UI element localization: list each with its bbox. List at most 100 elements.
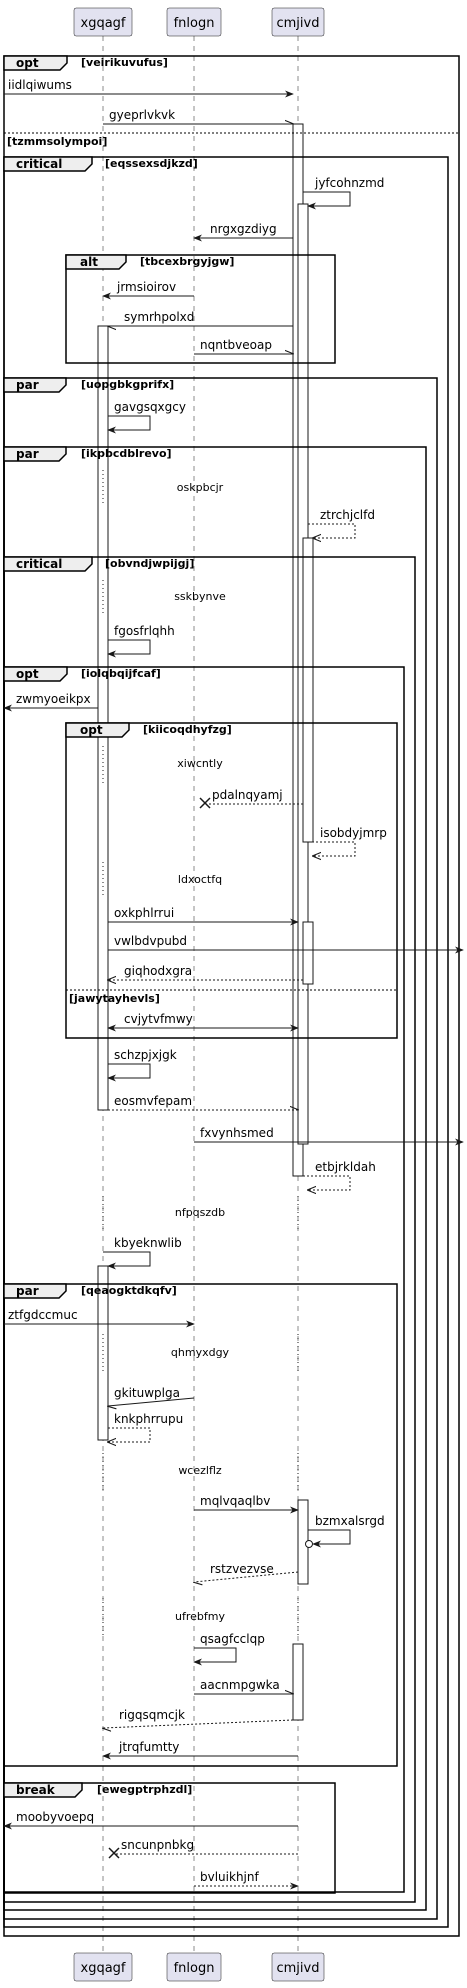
message-pdalnqyamj[interactable]: pdalnqyamj — [199, 788, 303, 809]
message-rstzvezvse[interactable]: rstzvezvse — [194, 1562, 299, 1582]
message-label: moobyvoepq — [16, 1810, 94, 1824]
message-moobyvoepq[interactable]: moobyvoepq — [3, 1810, 298, 1830]
delay-nfpqszdb: nfpqszdb — [102, 1196, 299, 1232]
message-label: gavgsqxgcy — [114, 400, 186, 414]
message-label: qsagfcclqp — [200, 1632, 265, 1646]
message-label: fxvynhsmed — [200, 1126, 274, 1140]
delay-label: oskpbcjr — [177, 481, 224, 494]
message-label: nrgxgzdiyg — [210, 222, 277, 236]
delay-oskpbcjr: oskpbcjr — [102, 470, 299, 505]
message-gyeprlvkvk[interactable]: gyeprlvkvk — [103, 108, 293, 124]
message-nqntbveoap[interactable]: nqntbveoap — [194, 338, 293, 354]
participant-foot-cmjivd[interactable]: cmjivd — [271, 1952, 325, 1982]
participant-label: xgqagf — [81, 16, 126, 31]
message-sncunpnbkg[interactable]: sncunpnbkg — [108, 1838, 298, 1859]
delay-sskbynve: sskbynve — [102, 580, 299, 615]
delay-ufrebfmy: ufrebfmy — [102, 1598, 299, 1636]
message-label: cvjytvfmwy — [124, 1012, 193, 1026]
message-bzmxalsrgd[interactable]: bzmxalsrgd — [305, 1514, 385, 1548]
message-jrmsioirov[interactable]: jrmsioirov — [102, 280, 194, 300]
message-label: bvluikhjnf — [200, 1870, 259, 1884]
fragment-operator: opt — [16, 56, 39, 70]
message-label: schzpjxjgk — [114, 1048, 177, 1062]
message-label: kbyeknwlib — [114, 1236, 182, 1250]
fragment-guard: [eqssexsdjkzd] — [105, 157, 198, 170]
message-nrgxgzdiyg[interactable]: nrgxgzdiyg — [193, 222, 293, 242]
message-label: jyfcohnzmd — [314, 176, 384, 190]
fragment-guard: [iolqbqijfcaf] — [81, 667, 161, 680]
participant-foot-xgqagf[interactable]: xgqagf — [73, 1952, 133, 1982]
message-ztrchjclfd[interactable]: ztrchjclfd — [308, 508, 375, 538]
destroy-x-icon — [199, 797, 211, 809]
fragment-opt-iolqb: opt [iolqbqijfcaf] — [3, 666, 405, 1893]
message-label: jtrqfumtty — [118, 1740, 179, 1754]
message-label: oxkphlrrui — [114, 906, 174, 920]
message-gavgsqxgcy[interactable]: gavgsqxgcy — [107, 400, 186, 434]
fragment-operator: opt — [80, 723, 103, 737]
fragment-opt-kiico: opt [kiicoqdhyfzg] — [65, 722, 398, 1039]
message-cvjytvfmwy[interactable]: cvjytvfmwy — [107, 1012, 299, 1032]
message-iidlqiwums[interactable]: iidlqiwums — [4, 78, 294, 98]
message-jyfcohnzmd[interactable]: jyfcohnzmd — [303, 176, 384, 210]
message-isobdyjmrp[interactable]: isobdyjmrp — [308, 826, 387, 856]
message-jtrqfumtty[interactable]: jtrqfumtty — [102, 1740, 298, 1760]
fragment-guard: [tbcexbrgyjgw] — [140, 255, 234, 268]
message-fxvynhsmed[interactable]: fxvynhsmed — [194, 1126, 464, 1146]
message-bvluikhjnf[interactable]: bvluikhjnf — [194, 1870, 299, 1890]
message-schzpjxjgk[interactable]: schzpjxjgk — [107, 1048, 177, 1082]
message-qsagfcclqp[interactable]: qsagfcclqp — [193, 1632, 265, 1666]
message-oxkphlrrui[interactable]: oxkphlrrui — [108, 906, 299, 926]
destroy-x-icon — [108, 1847, 120, 1859]
participant-label: xgqagf — [81, 1961, 126, 1976]
message-aacnmpgwka[interactable]: aacnmpgwka — [194, 1678, 293, 1694]
lost-circle-icon — [305, 1540, 313, 1548]
fragment-guard: [veirikuvufus] — [81, 56, 168, 69]
fragment-operator: par — [16, 1284, 39, 1298]
fragment-guard: [kiicoqdhyfzg] — [143, 723, 232, 736]
message-label: eosmvfepam — [114, 1094, 192, 1108]
participant-head-fnlogn[interactable]: fnlogn — [166, 7, 222, 37]
message-label: symrhpolxd — [124, 310, 194, 324]
message-knkphrrupu[interactable]: knkphrrupu — [108, 1412, 183, 1442]
delay-ldxoctfq: ldxoctfq — [102, 862, 299, 898]
message-label: pdalnqyamj — [212, 788, 283, 802]
message-label: mqlvqaqlbv — [200, 1494, 270, 1508]
message-mqlvqaqlbv[interactable]: mqlvqaqlbv — [194, 1494, 299, 1514]
message-zwmyoeikpx[interactable]: zwmyoeikpx — [3, 692, 98, 712]
fragment-guard: [jawytayhevls] — [69, 992, 160, 1005]
message-label: knkphrrupu — [114, 1412, 183, 1426]
message-giqhodxgra[interactable]: giqhodxgra — [108, 964, 303, 980]
participant-foot-fnlogn[interactable]: fnlogn — [166, 1952, 222, 1982]
message-label: gyeprlvkvk — [109, 108, 175, 122]
message-label: vwlbdvpubd — [114, 934, 187, 948]
delay-label: wcezlflz — [178, 1464, 222, 1477]
fragment-break-ewegp: break [ewegptrphzdl] — [3, 1782, 336, 1894]
participant-label: cmjivd — [277, 1961, 320, 1976]
fragment-guard: [tzmmsolympoi] — [7, 135, 107, 148]
message-label: jrmsioirov — [116, 280, 176, 294]
fragment-guard: [qeaogktdkqfv] — [81, 1284, 177, 1297]
delay-label: xiwcntly — [177, 757, 223, 770]
activation-cmjivd-6 — [292, 1643, 304, 1721]
message-fgosfrlqhh[interactable]: fgosfrlqhh — [107, 624, 175, 658]
participant-label: fnlogn — [174, 1961, 215, 1976]
message-label: isobdyjmrp — [320, 826, 387, 840]
message-vwlbdvpubd[interactable]: vwlbdvpubd — [108, 934, 464, 954]
message-label: ztrchjclfd — [320, 508, 375, 522]
message-label: gkituwplga — [114, 1386, 180, 1400]
delay-wcezlflz: wcezlflz — [102, 1453, 299, 1490]
activation-xgqagf-1 — [97, 325, 109, 1111]
message-eosmvfepam[interactable]: eosmvfepam — [108, 1094, 298, 1110]
message-gkituwplga[interactable]: gkituwplga — [108, 1386, 195, 1406]
message-etbjrkldah[interactable]: etbjrkldah — [303, 1160, 376, 1190]
activation-cmjivd-4 — [302, 921, 314, 985]
message-rigqsqmcjk[interactable]: rigqsqmcjk — [103, 1708, 294, 1728]
fragment-operator: par — [16, 378, 39, 392]
participant-head-cmjivd[interactable]: cmjivd — [271, 7, 325, 37]
message-kbyeknwlib[interactable]: kbyeknwlib — [103, 1236, 182, 1270]
message-symrhpolxd[interactable]: symrhpolxd — [108, 310, 293, 326]
activation-xgqagf-2 — [97, 1265, 109, 1441]
participant-head-xgqagf[interactable]: xgqagf — [73, 7, 133, 37]
message-ztfgdccmuc[interactable]: ztfgdccmuc — [4, 1308, 195, 1328]
